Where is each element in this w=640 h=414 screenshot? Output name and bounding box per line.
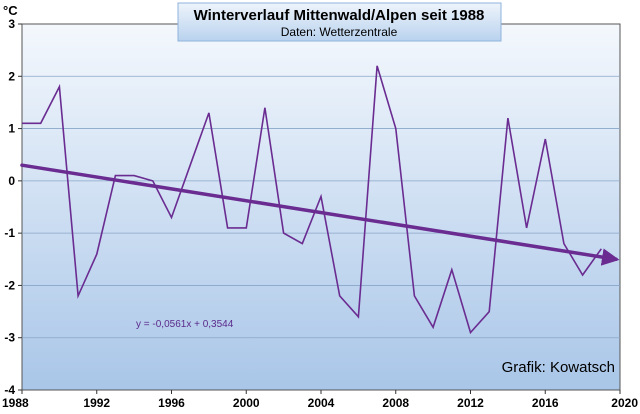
x-tick-label: 2020 (611, 396, 638, 410)
y-axis-ticks: 3 2 1 0 -1 -2 -3 -4 (4, 17, 22, 397)
y-tick-label: 0 (8, 174, 15, 188)
y-axis-unit-label: °C (3, 3, 18, 18)
y-tick-label: -2 (4, 278, 15, 292)
y-tick-label: -1 (4, 226, 15, 240)
x-tick-label: 2000 (233, 396, 260, 410)
x-tick-label: 2008 (382, 396, 409, 410)
credit-annotation: Grafik: Kowatsch (502, 359, 615, 376)
trend-equation: y = -0,0561x + 0,3544 (136, 319, 234, 330)
x-tick-label: 2004 (308, 396, 335, 410)
plot-area (21, 23, 621, 391)
x-tick-label: 2012 (457, 396, 484, 410)
y-tick-label: -3 (4, 331, 15, 345)
trendline (20, 163, 620, 266)
series-group (22, 65, 602, 335)
x-tick-label: 1996 (158, 396, 185, 410)
x-axis-ticks: 1988 1992 1996 2000 2004 2008 2012 2016 2020 (2, 390, 638, 410)
y-tick-label: -4 (4, 383, 15, 397)
x-tick-label: 1988 (2, 396, 29, 410)
y-tick-label: 1 (8, 122, 15, 136)
y-tick-label: 3 (8, 17, 15, 31)
y-tick-label: 2 (8, 69, 15, 83)
series-line (22, 65, 602, 335)
chart-subtitle: Daten: Wetterzentrale (281, 25, 398, 39)
x-tick-label: 2016 (532, 396, 559, 410)
chart-title: Winterverlauf Mittenwald/Alpen seit 1988 (194, 7, 485, 24)
x-tick-label: 1992 (83, 396, 110, 410)
title-box (177, 2, 502, 42)
